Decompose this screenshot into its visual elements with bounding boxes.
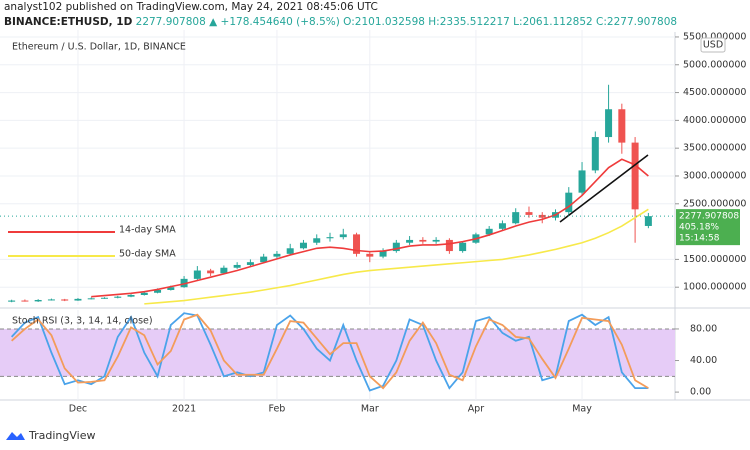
candle-body [100, 297, 108, 299]
price-legend: Ethereum / U.S. Dollar, 1D, BINANCE [12, 42, 186, 53]
x-tick-label: Mar [361, 404, 379, 415]
candle-body [207, 270, 215, 274]
candle-body [432, 239, 440, 242]
candle-body [286, 248, 294, 254]
candle-body [353, 234, 361, 254]
y-tick-label: 4000.000000 [683, 115, 746, 126]
candle-body [419, 239, 427, 242]
candle-body [485, 228, 493, 235]
candle-body [220, 267, 228, 274]
candle-body [34, 299, 42, 302]
candle-body [631, 142, 639, 210]
x-tick-label: Apr [468, 404, 485, 415]
stoch-line [11, 313, 649, 390]
brand: TradingView [6, 429, 95, 442]
candle-body [525, 212, 533, 215]
stoch-legend: Stoch RSI (3, 3, 14, 14, close) [12, 316, 153, 327]
candle-body [127, 294, 135, 297]
candle-body [406, 239, 414, 243]
symbol-line: BINANCE:ETHUSD, 1D 2277.907808 ▲ +178.45… [4, 15, 677, 30]
candle-body [114, 296, 122, 298]
candle-body [578, 170, 586, 193]
y-tick-label: 1000.000000 [683, 282, 746, 293]
plot-layer: Dec 2021 Feb Mar Apr May 5500.000000 5000.00000… [0, 30, 746, 415]
candle-body [366, 253, 374, 257]
candle-body [140, 292, 148, 295]
candle-body [591, 137, 599, 171]
candle-body [233, 264, 241, 268]
legend-label: 14-day SMA [119, 225, 176, 236]
price-box-note: 405.18% [679, 223, 719, 233]
candle-body [326, 237, 334, 239]
y-tick-label: 3000.000000 [683, 170, 746, 181]
candle-body [498, 223, 506, 229]
candle-body [299, 242, 307, 249]
y-tick-label: 0.00 [690, 387, 711, 398]
x-tick-label: Feb [269, 404, 286, 415]
brand-name: TradingView [28, 429, 95, 442]
candle-body [445, 239, 453, 252]
candle-body [565, 192, 573, 213]
candle-body [87, 298, 95, 300]
candle-body [193, 270, 201, 279]
y-tick-label: 80.00 [690, 323, 717, 334]
candle-body [74, 298, 82, 301]
x-tick-label: Dec [69, 404, 87, 415]
candle-body [644, 216, 652, 226]
currency-box [700, 37, 726, 53]
candle-body [605, 109, 613, 138]
line-series [144, 208, 649, 305]
line-series [91, 158, 649, 298]
candle-body [246, 262, 254, 265]
candle-body [379, 251, 387, 257]
candle-body [167, 287, 175, 290]
brand-logo [6, 432, 25, 440]
y-tick-label: 5000.000000 [683, 59, 746, 70]
trend-line [559, 154, 649, 223]
candle-body [8, 300, 16, 302]
candle-body [538, 214, 546, 218]
candle-body [339, 234, 347, 238]
x-tick-label: 2021 [172, 404, 196, 415]
symbol: BINANCE:ETHUSD, 1D [4, 16, 133, 28]
currency: USD [703, 40, 723, 51]
author-line: analyst102 published on TradingView.com,… [4, 1, 378, 13]
price-box-value: 2277.907808 [679, 212, 739, 222]
candle-body [392, 242, 400, 252]
y-tick-label: 3500.000000 [683, 143, 746, 154]
y-tick-label: 2500.000000 [683, 198, 746, 209]
candle-body [618, 109, 626, 143]
candle-body [512, 212, 520, 224]
ohlc: O:2101.032598 H:2335.512217 L:2061.11285… [343, 16, 678, 28]
header: analyst102 published on TradingView.com,… [4, 0, 677, 30]
candle-body [21, 300, 29, 302]
candle-body [154, 289, 162, 293]
y-tick-label: 40.00 [690, 355, 717, 366]
x-tick-label: May [572, 404, 592, 415]
stoch-line [10, 312, 649, 392]
candle-body [47, 299, 55, 301]
candle-body [180, 278, 188, 288]
y-tick-label: 5500.000000 [683, 31, 746, 42]
legend-label: 50-day SMA [119, 249, 176, 260]
candle-body [260, 256, 268, 263]
last-price: 2277.907808 [135, 16, 206, 28]
y-tick-label: 4500.000000 [683, 87, 746, 98]
price-box-note: 15:14:58 [679, 234, 720, 244]
price-box [676, 209, 740, 246]
price-change: ▲ +178.454640 (+8.5%) [209, 16, 340, 28]
candle-body [459, 242, 467, 252]
candle-body [61, 299, 69, 301]
candle-body [313, 238, 321, 243]
y-tick-label: 1500.000000 [683, 254, 746, 265]
candle-body [273, 253, 281, 257]
